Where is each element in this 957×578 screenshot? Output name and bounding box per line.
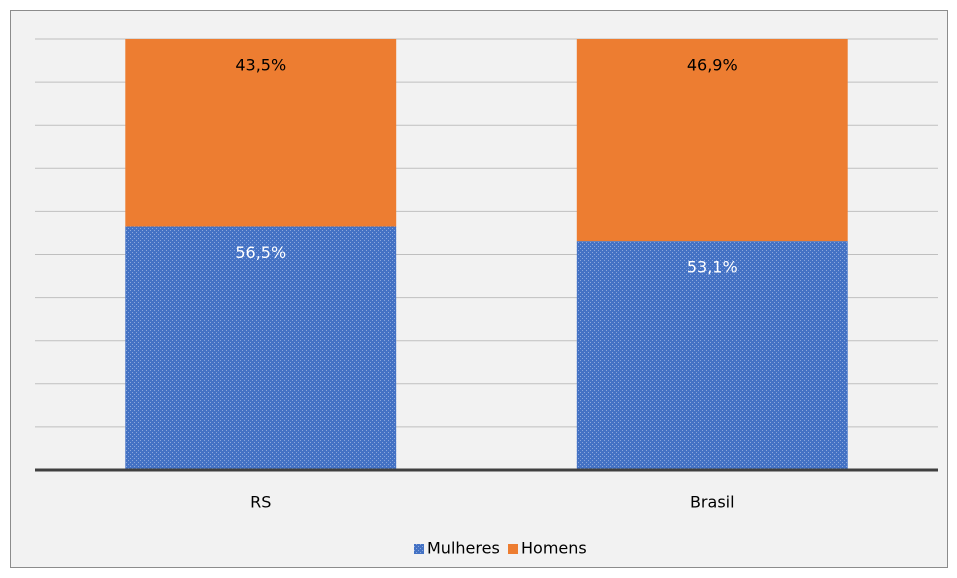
bar-segment xyxy=(125,226,397,470)
x-tick-label: RS xyxy=(250,493,271,512)
data-label: 46,9% xyxy=(687,56,738,75)
legend-label: Mulheres xyxy=(427,539,500,558)
bar-segment xyxy=(576,241,848,470)
bar-segment xyxy=(576,39,848,242)
data-label: 53,1% xyxy=(687,258,738,277)
legend-swatch xyxy=(508,544,518,554)
data-label: 56,5% xyxy=(235,243,286,262)
legend-label: Homens xyxy=(521,539,587,558)
x-tick-label: Brasil xyxy=(690,493,735,512)
data-label: 43,5% xyxy=(235,56,286,75)
legend-swatch xyxy=(414,544,424,554)
bar-segment xyxy=(125,39,397,227)
